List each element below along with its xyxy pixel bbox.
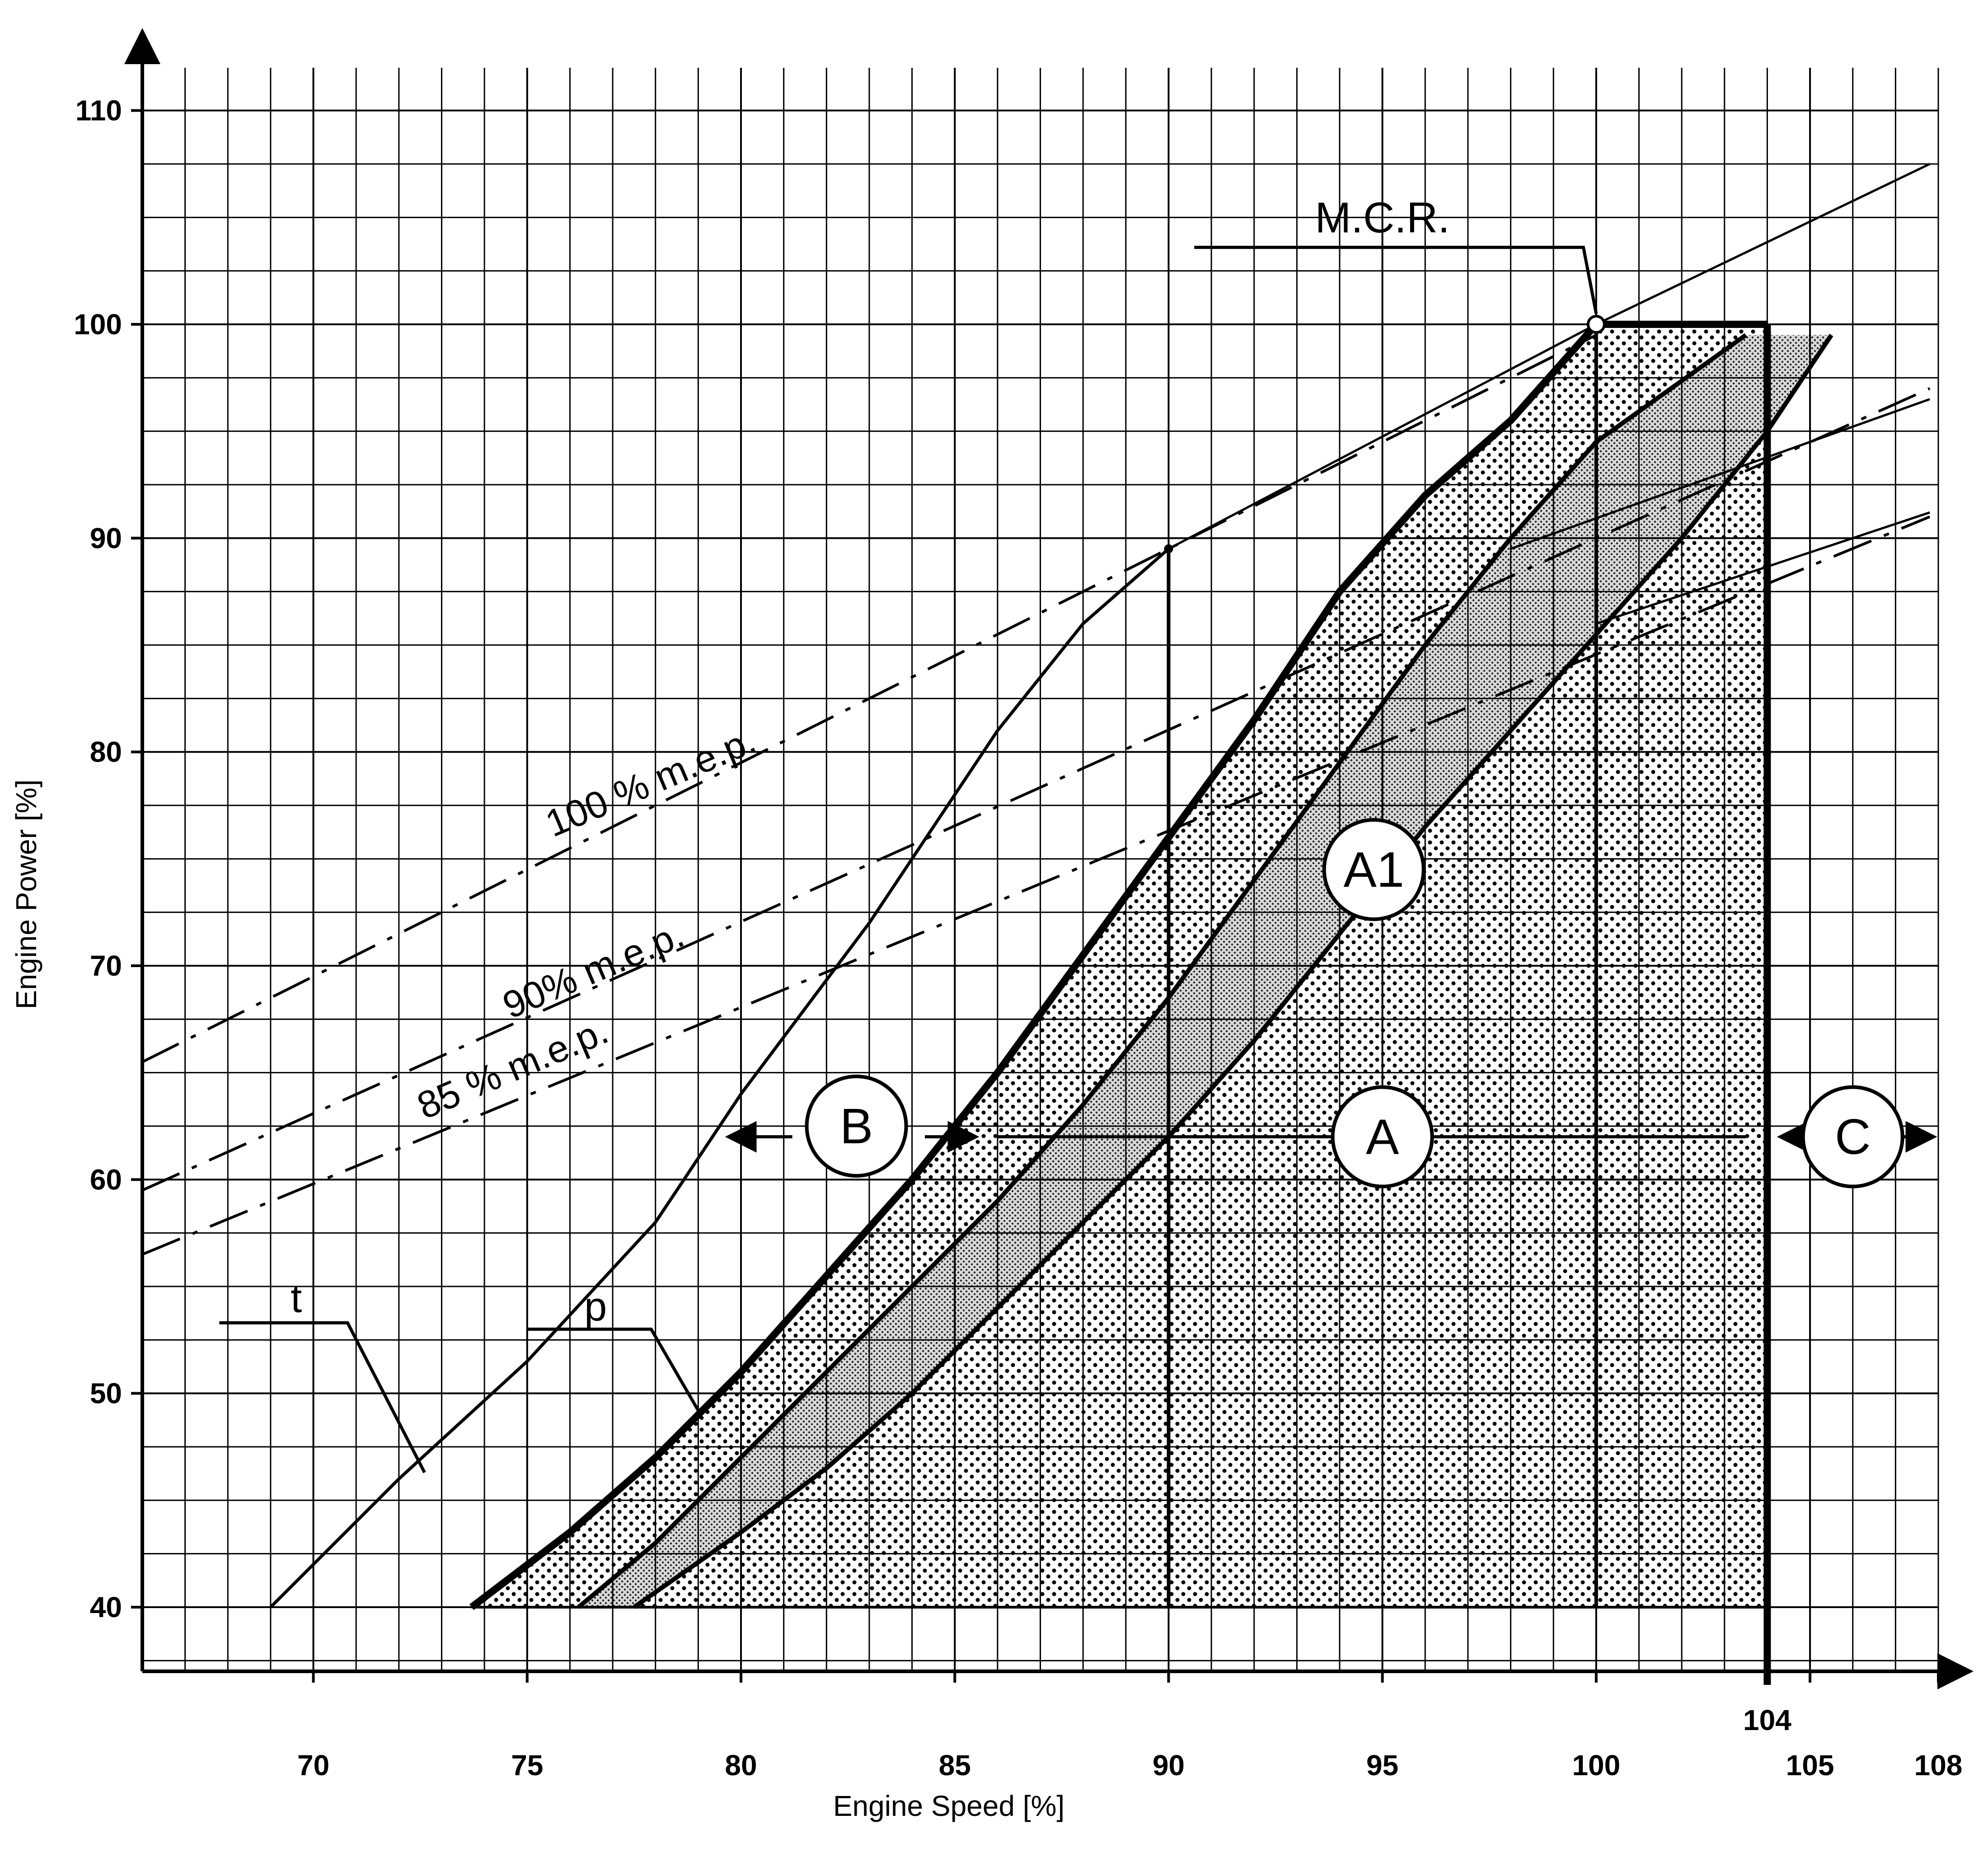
series-85-m-e-p-extension xyxy=(1596,511,1930,625)
series-100-m-e-p-extension xyxy=(1595,163,1931,326)
y-tick-label: 40 xyxy=(90,1591,122,1623)
y-tick-label: 100 xyxy=(74,308,122,341)
x-tick-label: 80 xyxy=(725,1749,757,1782)
region-A1-label: A1 xyxy=(1343,842,1404,898)
series-90-m-e-p-extension xyxy=(1510,398,1930,550)
region-B-circle xyxy=(805,1075,908,1178)
x-tick-label: 95 xyxy=(1366,1749,1398,1782)
x-tick-label: 85 xyxy=(939,1749,971,1782)
series-a1-upper xyxy=(577,333,1748,1609)
x-tick-label: 90 xyxy=(1153,1749,1185,1782)
region-C-label: C xyxy=(1835,1109,1871,1165)
y-tick-label: 60 xyxy=(90,1163,122,1196)
region-A-label: A xyxy=(1366,1109,1399,1165)
series-a1-lower xyxy=(633,333,1833,1609)
series-85-m-e-p- xyxy=(141,515,1931,1256)
y-tick-label: 110 xyxy=(75,94,122,127)
mep-90-label: 90% m.e.p. xyxy=(497,912,690,1027)
mcr-point xyxy=(1586,315,1606,334)
mcr-leader xyxy=(1194,246,1598,314)
series-100-m-e-p- xyxy=(141,334,1597,1063)
mep-100-label: 100 % m.e.p. xyxy=(539,719,762,845)
tick-labels: 70 75 80 85 90 95 100 104 105 108 40 50 60 70 80 90 100 1… xyxy=(74,94,1962,1782)
x-tick-label: 104 xyxy=(1743,1704,1791,1736)
t-label: t xyxy=(291,1276,302,1321)
t-leader xyxy=(219,1321,426,1473)
x-tick-label: 75 xyxy=(511,1749,543,1782)
mcr-label: M.C.R. xyxy=(1315,193,1450,242)
x-tick-label: 100 xyxy=(1572,1749,1620,1782)
y-tick-label: 90 xyxy=(90,522,122,554)
series-90-lb-upper xyxy=(1168,323,1597,550)
axes xyxy=(124,28,1974,1689)
p-label: p xyxy=(584,1285,607,1330)
x-tick-label: 70 xyxy=(297,1749,329,1782)
series-p xyxy=(469,322,1599,1610)
knee-point xyxy=(1164,544,1173,553)
region-A-circle xyxy=(1331,1085,1434,1188)
series-90-m-e-p- xyxy=(141,387,1931,1192)
x-axis-title: Engine Speed [%] xyxy=(833,1790,1064,1822)
region-A1-circle xyxy=(1322,818,1425,921)
x-tick-label: 105 xyxy=(1786,1749,1834,1782)
region-B-label: B xyxy=(840,1099,873,1154)
band-A1 xyxy=(578,335,1832,1608)
p-leader xyxy=(527,1328,700,1412)
series-t xyxy=(269,547,1170,1609)
series-lines xyxy=(141,163,1931,1685)
y-tick-label: 80 xyxy=(90,736,122,768)
region-C-circle xyxy=(1801,1085,1904,1188)
x-tick-label: 108 xyxy=(1914,1749,1963,1782)
y-tick-label: 50 xyxy=(90,1377,122,1410)
y-tick-label: 70 xyxy=(90,949,122,982)
y-axis-title: Engine Power [%] xyxy=(10,780,42,1010)
